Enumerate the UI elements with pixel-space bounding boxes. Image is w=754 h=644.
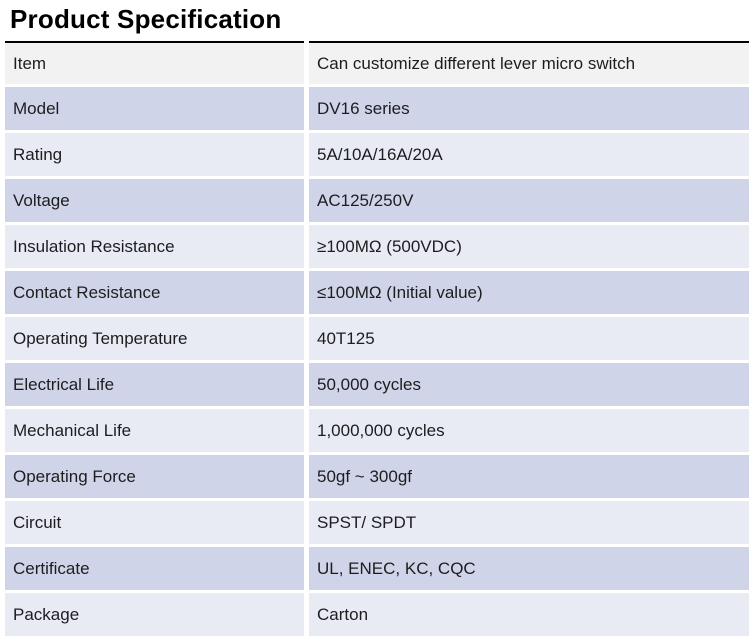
spec-label: Circuit xyxy=(5,501,304,544)
spec-value: 50,000 cycles xyxy=(309,363,749,406)
spec-value: 50gf ~ 300gf xyxy=(309,455,749,498)
spec-row-package: Package Carton xyxy=(5,593,749,636)
spec-label: Contact Resistance xyxy=(5,271,304,314)
spec-label: Package xyxy=(5,593,304,636)
spec-label: Electrical Life xyxy=(5,363,304,406)
spec-label: Operating Temperature xyxy=(5,317,304,360)
spec-label: Model xyxy=(5,87,304,130)
spec-table: Item Can customize different lever micro… xyxy=(0,38,754,639)
spec-value: 5A/10A/16A/20A xyxy=(309,133,749,176)
spec-header-label: Item xyxy=(5,41,304,84)
spec-row-contact-resistance: Contact Resistance ≤100MΩ (Initial value… xyxy=(5,271,749,314)
spec-value: DV16 series xyxy=(309,87,749,130)
page-title: Product Specification xyxy=(10,4,282,34)
spec-row-electrical-life: Electrical Life 50,000 cycles xyxy=(5,363,749,406)
spec-value: AC125/250V xyxy=(309,179,749,222)
spec-header-value: Can customize different lever micro swit… xyxy=(309,41,749,84)
spec-row-circuit: Circuit SPST/ SPDT xyxy=(5,501,749,544)
spec-label: Insulation Resistance xyxy=(5,225,304,268)
spec-value: 40T125 xyxy=(309,317,749,360)
spec-label: Rating xyxy=(5,133,304,176)
spec-row-rating: Rating 5A/10A/16A/20A xyxy=(5,133,749,176)
spec-value: 1,000,000 cycles xyxy=(309,409,749,452)
spec-row-certificate: Certificate UL, ENEC, KC, CQC xyxy=(5,547,749,590)
spec-label: Mechanical Life xyxy=(5,409,304,452)
spec-label: Operating Force xyxy=(5,455,304,498)
spec-row-operating-temperature: Operating Temperature 40T125 xyxy=(5,317,749,360)
spec-value: Carton xyxy=(309,593,749,636)
spec-row-mechanical-life: Mechanical Life 1,000,000 cycles xyxy=(5,409,749,452)
spec-value: UL, ENEC, KC, CQC xyxy=(309,547,749,590)
spec-header-row: Item Can customize different lever micro… xyxy=(5,41,749,84)
spec-row-insulation-resistance: Insulation Resistance ≥100MΩ (500VDC) xyxy=(5,225,749,268)
spec-value: ≤100MΩ (Initial value) xyxy=(309,271,749,314)
spec-label: Voltage xyxy=(5,179,304,222)
spec-value: ≥100MΩ (500VDC) xyxy=(309,225,749,268)
spec-row-operating-force: Operating Force 50gf ~ 300gf xyxy=(5,455,749,498)
spec-value: SPST/ SPDT xyxy=(309,501,749,544)
spec-row-voltage: Voltage AC125/250V xyxy=(5,179,749,222)
spec-label: Certificate xyxy=(5,547,304,590)
spec-row-model: Model DV16 series xyxy=(5,87,749,130)
